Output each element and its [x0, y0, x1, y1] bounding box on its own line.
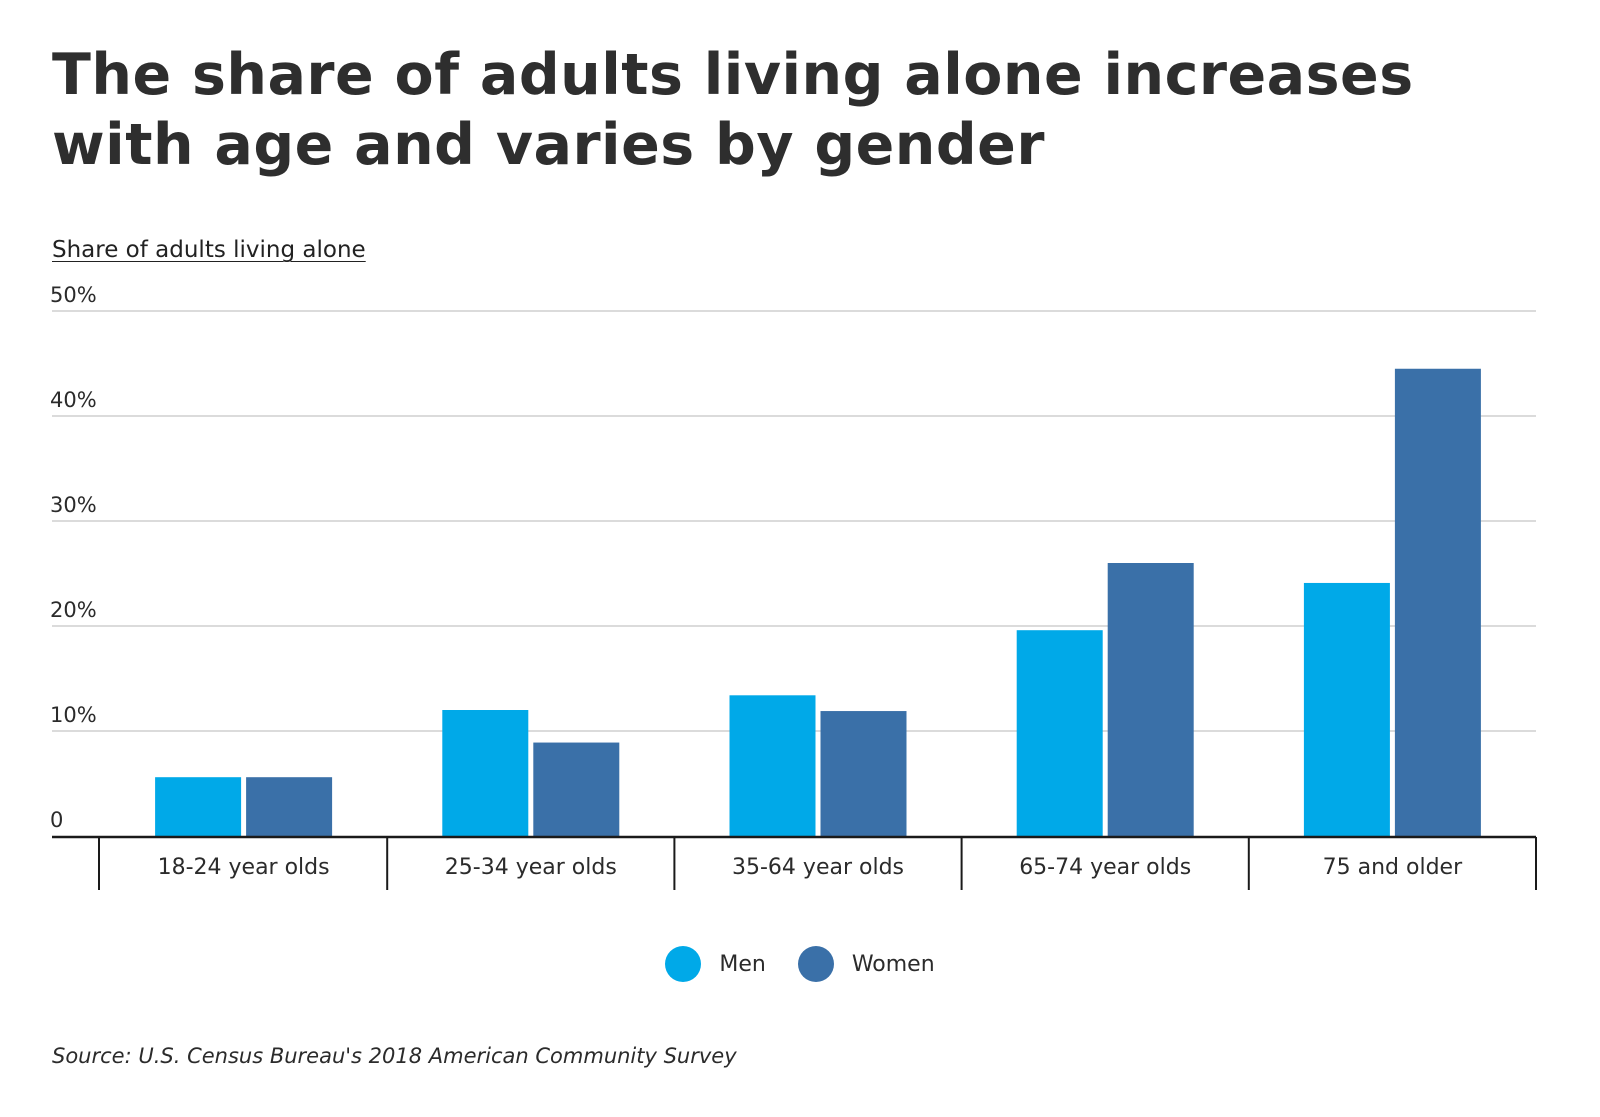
grid-lines: [52, 310, 1536, 732]
legend-item-men: Men: [665, 946, 766, 982]
source-note: Source: U.S. Census Bureau's 2018 Americ…: [52, 1044, 737, 1068]
x-tick-label: 65-74 year olds: [1019, 855, 1191, 880]
bars: [155, 368, 1481, 836]
chart-title: The share of adults living alone increas…: [52, 42, 1414, 178]
legend-item-women: Women: [797, 946, 935, 982]
legend: Men Women: [0, 946, 1600, 982]
legend-label-women: Women: [851, 951, 935, 977]
x-tick-label: 25-34 year olds: [445, 855, 617, 880]
y-tick-label: 10%: [50, 703, 97, 727]
x-axis: [52, 835, 1537, 890]
x-tick-label: 75 and older: [1323, 855, 1463, 880]
legend-swatch-women: [797, 946, 834, 982]
bar-women: [246, 777, 333, 836]
x-tick-label: 35-64 year olds: [732, 855, 904, 880]
bar-men: [1303, 582, 1390, 836]
bar-men: [1016, 630, 1103, 836]
bar-men: [155, 777, 242, 836]
y-tick-labels: 0 10% 20% 30% 40% 50%: [50, 283, 97, 832]
y-axis-title: Share of adults living alone: [52, 237, 366, 263]
y-tick-label: 20%: [50, 598, 97, 622]
x-tick-label: 18-24 year olds: [158, 855, 330, 880]
bar-women: [533, 742, 620, 836]
y-tick-label: 30%: [50, 493, 97, 517]
bar-men: [442, 710, 529, 836]
bar-women: [820, 711, 907, 836]
legend-label-men: Men: [719, 951, 766, 977]
bar-men: [729, 695, 816, 836]
legend-swatch-men: [665, 946, 702, 982]
bar-women: [1107, 563, 1194, 836]
y-tick-label: 0: [50, 808, 63, 832]
y-tick-label: 50%: [50, 283, 97, 307]
y-tick-label: 40%: [50, 388, 97, 412]
bar-women: [1394, 368, 1481, 836]
x-tick-labels: 18-24 year olds 25-34 year olds 35-64 year…: [158, 855, 1463, 880]
